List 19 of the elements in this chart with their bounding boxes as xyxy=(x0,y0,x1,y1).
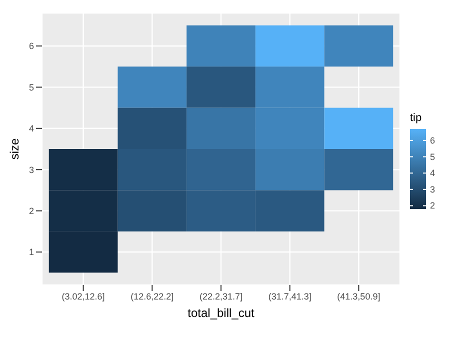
y-axis-title: size xyxy=(7,138,22,160)
y-tick-label: 4 xyxy=(28,124,34,134)
x-axis-title: total_bill_cut xyxy=(188,306,256,320)
legend-title: tip xyxy=(410,112,422,124)
y-tick-label: 2 xyxy=(28,206,34,216)
x-tick-label: (3.02,12.6] xyxy=(62,291,105,302)
x-tick-label: (22.2,31.7] xyxy=(199,291,243,302)
x-tick-label: (41.3,50.9] xyxy=(337,291,380,302)
color-bar-label: 2 xyxy=(430,200,436,211)
y-tick-label: 3 xyxy=(28,164,34,175)
x-tick-label: (31.7,41.3] xyxy=(268,291,312,302)
y-tick-label: 1 xyxy=(28,247,34,258)
color-bar-label: 3 xyxy=(430,184,436,194)
color-bar-label: 4 xyxy=(430,168,436,178)
color-bar-label: 6 xyxy=(430,135,436,146)
color-bar-label: 5 xyxy=(430,152,436,162)
y-tick-label: 6 xyxy=(28,41,34,52)
x-tick-label: (12.6,22.2] xyxy=(130,291,174,302)
y-tick-label: 5 xyxy=(28,82,34,92)
